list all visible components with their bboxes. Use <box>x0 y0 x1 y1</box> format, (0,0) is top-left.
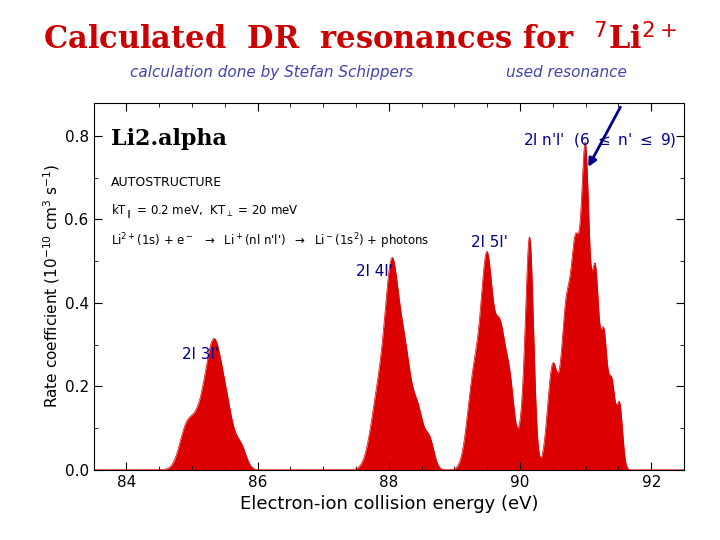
Text: Li2.alpha: Li2.alpha <box>112 129 228 150</box>
Y-axis label: Rate coefficient (10$^{-10}$ cm$^3$ s$^{-1}$): Rate coefficient (10$^{-10}$ cm$^3$ s$^{… <box>41 164 62 408</box>
Text: Calculated  DR  resonances for  $^7$Li$^{2+}$: Calculated DR resonances for $^7$Li$^{2+… <box>43 24 677 57</box>
Text: 2l 5l': 2l 5l' <box>471 234 508 249</box>
Text: 2l 3l': 2l 3l' <box>182 347 219 362</box>
Text: 2l n'l'  (6 $\leq$ n' $\leq$ 9): 2l n'l' (6 $\leq$ n' $\leq$ 9) <box>523 131 677 149</box>
Text: Li$^{2+}$(1s) + e$^-$  $\rightarrow$  Li$^+$(nl n'l')  $\rightarrow$  Li$^-$(1s$: Li$^{2+}$(1s) + e$^-$ $\rightarrow$ Li$^… <box>112 231 430 251</box>
Text: used resonance: used resonance <box>505 65 626 80</box>
Text: kT$_\parallel$ = 0.2 meV,  KT$_\perp$ = 20 meV: kT$_\parallel$ = 0.2 meV, KT$_\perp$ = 2… <box>112 202 299 220</box>
X-axis label: Electron-ion collision energy (eV): Electron-ion collision energy (eV) <box>240 495 538 513</box>
Text: AUTOSTRUCTURE: AUTOSTRUCTURE <box>112 176 222 189</box>
Text: calculation done by Stefan Schippers: calculation done by Stefan Schippers <box>130 65 413 80</box>
Text: 2l 4l': 2l 4l' <box>356 264 393 279</box>
